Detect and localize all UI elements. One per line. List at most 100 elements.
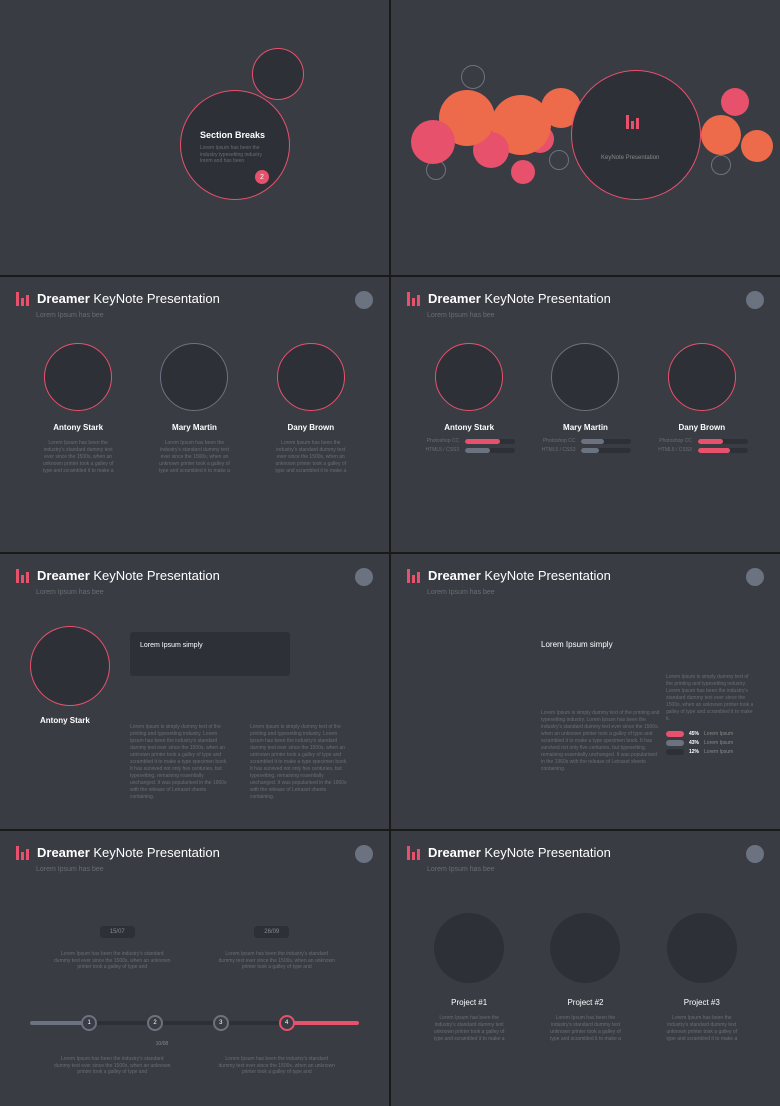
- bubble: [701, 115, 741, 155]
- slide-team-skills: Dreamer KeyNote Presentation Lorem Ipsum…: [391, 277, 780, 552]
- team-avatars: [0, 319, 389, 411]
- skill-label: Photoshop CC: [535, 438, 575, 444]
- timeline-bottom-text: Lorem Ipsum has been the industry's stan…: [0, 1056, 389, 1076]
- main-circle-label: KeyNote Presentation: [601, 155, 659, 161]
- team-skills: Photoshop CCHTML5 / CSS3Photoshop CCHTML…: [391, 432, 780, 456]
- skill-column: Photoshop CCHTML5 / CSS3: [419, 438, 519, 456]
- avatar-ring: [277, 343, 345, 411]
- slide-subtitle: Lorem Ipsum has bee: [0, 589, 389, 596]
- corner-dot-icon: [355, 568, 373, 586]
- avatar-ring: [551, 343, 619, 411]
- slide-bubbles: KeyNote Presentation: [391, 0, 780, 275]
- decorative-circle-small: [252, 48, 304, 100]
- project-names: Project #1 Project #2 Project #3: [391, 983, 780, 1007]
- brand-logo-icon: [16, 846, 29, 860]
- skill-label: HTML5 / CSS3: [652, 447, 692, 453]
- slide-title: Dreamer KeyNote Presentation: [428, 568, 611, 583]
- slide-subtitle: Lorem Ipsum has bee: [391, 312, 780, 319]
- legend-row: 45% Lorem Ipsum: [666, 731, 756, 737]
- skill-label: Photoshop CC: [652, 438, 692, 444]
- text-col: Lorem Ipsum is simply dummy text of the …: [250, 724, 350, 801]
- timeline-text: Lorem Ipsum has been the industry's stan…: [52, 951, 172, 971]
- timeline-date: 15/07: [100, 926, 135, 938]
- skill-column: Photoshop CCHTML5 / CSS3: [535, 438, 635, 456]
- timeline-node: 1: [81, 1015, 97, 1031]
- person-name: Mary Martin: [154, 423, 234, 432]
- person-name: Antony Stark: [38, 423, 118, 432]
- legend-swatch: [666, 749, 684, 755]
- slide-title: Dreamer KeyNote Presentation: [428, 291, 611, 306]
- project-circles: [391, 873, 780, 983]
- project-circle: [667, 913, 737, 983]
- stats-title: Lorem Ipsum simply: [541, 640, 613, 649]
- profile-avatar: [30, 626, 110, 706]
- section-title: Section Breaks: [200, 130, 265, 140]
- brand-logo-icon: [407, 846, 420, 860]
- corner-dot-icon: [355, 291, 373, 309]
- timeline-top-dates: 15/07 26/09: [0, 926, 389, 938]
- person-name: Antony Stark: [429, 423, 509, 432]
- project-circle: [550, 913, 620, 983]
- legend-label: Lorem Ipsum: [704, 731, 733, 737]
- skill-bar: [581, 448, 631, 453]
- text-columns: Lorem Ipsum is simply dummy text of the …: [130, 724, 350, 801]
- slide-subtitle: Lorem Ipsum has bee: [0, 866, 389, 873]
- skill-bar: [581, 439, 631, 444]
- skill-bar: [698, 439, 748, 444]
- legend-pct: 45%: [689, 731, 699, 737]
- project-name: Project #3: [662, 998, 742, 1007]
- section-subtitle: Lorem Ipsum has been the industry typese…: [200, 145, 270, 165]
- timeline-text: Lorem Ipsum has been the industry's stan…: [217, 951, 337, 971]
- quote-box: Lorem Ipsum simply: [130, 632, 290, 676]
- legend-pct: 43%: [689, 740, 699, 746]
- bubble: [411, 120, 455, 164]
- avatar-ring: [435, 343, 503, 411]
- bubble-cluster: KeyNote Presentation: [391, 60, 780, 220]
- project-desc: Lorem Ipsum has been the industry's stan…: [429, 1015, 509, 1043]
- person-desc: Lorem Ipsum has been the industry's stan…: [38, 440, 118, 475]
- slide-timeline: Dreamer KeyNote Presentation Lorem Ipsum…: [0, 831, 389, 1106]
- brand-logo-icon: [16, 292, 29, 306]
- timeline-track: 1234: [30, 1021, 359, 1025]
- project-name: Project #1: [429, 998, 509, 1007]
- project-desc: Lorem Ipsum has been the industry's stan…: [662, 1015, 742, 1043]
- legend-swatch: [666, 731, 684, 737]
- skill-label: Photoshop CC: [419, 438, 459, 444]
- legend-row: 12% Lorem Ipsum: [666, 749, 756, 755]
- legend-label: Lorem Ipsum: [704, 740, 733, 746]
- slide-title: Dreamer KeyNote Presentation: [37, 291, 220, 306]
- skill-bar: [465, 439, 515, 444]
- bubble: [721, 88, 749, 116]
- brand-logo-icon: [407, 292, 420, 306]
- slide-team-text: Dreamer KeyNote Presentation Lorem Ipsum…: [0, 277, 389, 552]
- team-names: Antony Stark Mary Martin Dany Brown: [0, 411, 389, 432]
- timeline-top-text: Lorem Ipsum has been the industry's stan…: [0, 951, 389, 971]
- slide-section-breaks: Section Breaks Lorem Ipsum has been the …: [0, 0, 389, 275]
- bubble: [549, 150, 569, 170]
- team-descs: Lorem Ipsum has been the industry's stan…: [0, 432, 389, 475]
- slide-title: Dreamer KeyNote Presentation: [37, 568, 220, 583]
- logo-icon: [626, 115, 639, 129]
- project-desc: Lorem Ipsum has been the industry's stan…: [545, 1015, 625, 1043]
- corner-dot-icon: [746, 291, 764, 309]
- legend-pct: 12%: [689, 749, 699, 755]
- corner-dot-icon: [746, 568, 764, 586]
- timeline-date: 26/09: [254, 926, 289, 938]
- team-avatars: [391, 319, 780, 411]
- bubble: [511, 160, 535, 184]
- corner-dot-icon: [355, 845, 373, 863]
- slide-projects: Dreamer KeyNote Presentation Lorem Ipsum…: [391, 831, 780, 1106]
- person-name: Dany Brown: [662, 423, 742, 432]
- bubble: [741, 130, 773, 162]
- person-name: Mary Martin: [545, 423, 625, 432]
- profile-name: Antony Stark: [40, 716, 90, 725]
- avatar-ring: [160, 343, 228, 411]
- person-name: Dany Brown: [271, 423, 351, 432]
- legend-swatch: [666, 740, 684, 746]
- person-desc: Lorem Ipsum has been the industry's stan…: [154, 440, 234, 475]
- slide-subtitle: Lorem Ipsum has bee: [0, 312, 389, 319]
- legend-label: Lorem Ipsum: [704, 749, 733, 755]
- slide-title: Dreamer KeyNote Presentation: [428, 845, 611, 860]
- slide-subtitle: Lorem Ipsum has bee: [391, 589, 780, 596]
- project-name: Project #2: [545, 998, 625, 1007]
